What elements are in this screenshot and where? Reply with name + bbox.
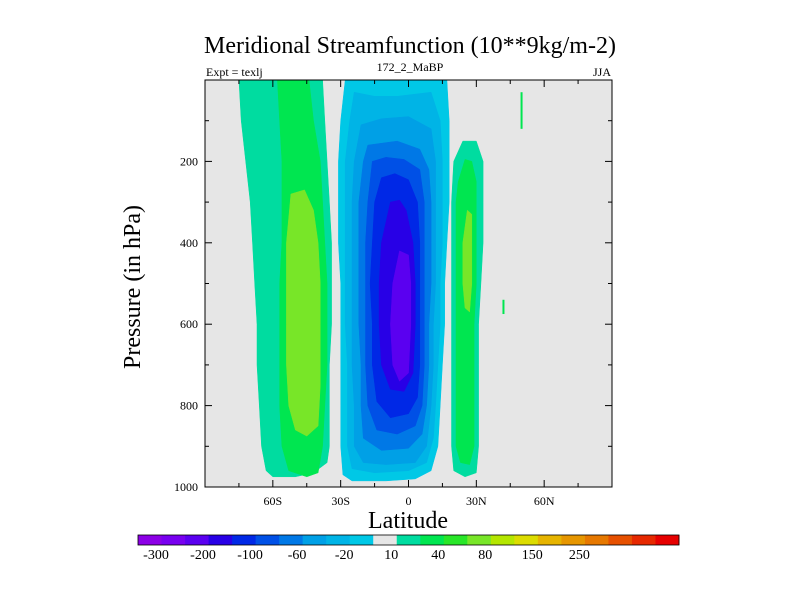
southern-hemisphere-cell-level-3 bbox=[286, 189, 321, 437]
colorbar-swatch bbox=[208, 535, 233, 545]
x-tick-label: 60S bbox=[263, 494, 282, 508]
colorbar-swatch bbox=[326, 535, 351, 545]
colorbar-label: 10 bbox=[384, 548, 398, 563]
x-tick-label: 0 bbox=[406, 494, 412, 508]
colorbar-label: 40 bbox=[431, 548, 445, 563]
y-tick-label: 1000 bbox=[174, 480, 198, 494]
colorbar-swatch bbox=[490, 535, 515, 545]
y-axis-title: Pressure (in hPa) bbox=[120, 205, 146, 369]
southern-hemisphere-cell bbox=[238, 80, 332, 478]
colorbar-label: -300 bbox=[143, 548, 169, 563]
colorbar: -300 -200 -100 -60 -20 10 40 80 150 250 bbox=[137, 534, 680, 563]
colorbar-swatch bbox=[561, 535, 586, 545]
colorbar-swatch bbox=[584, 535, 609, 545]
experiment-label: Expt = texlj bbox=[206, 65, 263, 79]
x-tick-label: 60N bbox=[534, 494, 555, 508]
colorbar-swatch bbox=[138, 535, 162, 545]
colorbar-label: 250 bbox=[569, 548, 590, 563]
y-tick-label: 200 bbox=[180, 154, 198, 168]
season-label: JJA bbox=[593, 65, 611, 79]
axis-ticks: 60S 30S 0 30N 60N 200 400 600 800 1000 bbox=[174, 80, 612, 508]
colorbar-swatch bbox=[420, 535, 445, 545]
hadley-cell-summer bbox=[451, 140, 484, 478]
colorbar-swatch bbox=[396, 535, 421, 545]
colorbar-swatch bbox=[443, 535, 468, 545]
colorbar-swatch bbox=[655, 535, 680, 545]
colorbar-label: -60 bbox=[288, 548, 307, 563]
hadley-cell-summer-level-2 bbox=[455, 159, 477, 465]
colorbar-swatch bbox=[279, 535, 304, 545]
isolated-patch-2 bbox=[502, 299, 505, 315]
x-tick-label: 30S bbox=[331, 494, 350, 508]
y-tick-label: 600 bbox=[180, 317, 198, 331]
isolated-patch-1 bbox=[520, 92, 523, 129]
colorbar-label: 80 bbox=[478, 548, 492, 563]
hadley-cell-winter-level-8 bbox=[390, 250, 412, 382]
colorbar-label: 150 bbox=[522, 548, 543, 563]
colorbar-swatch bbox=[537, 535, 562, 545]
colorbar-frame bbox=[137, 534, 680, 546]
colorbar-swatch bbox=[349, 535, 374, 545]
colorbar-swatch bbox=[255, 535, 280, 545]
hadley-cell-summer-level-3 bbox=[462, 209, 473, 313]
colorbar-label: -20 bbox=[335, 548, 354, 563]
x-tick-label: 30N bbox=[466, 494, 487, 508]
colorbar-swatch bbox=[232, 535, 257, 545]
y-tick-label: 800 bbox=[180, 399, 198, 413]
colorbar-swatch bbox=[185, 535, 209, 545]
colorbar-swatch bbox=[467, 535, 492, 545]
colorbar-swatch bbox=[161, 535, 186, 545]
x-axis-title: Latitude bbox=[368, 508, 448, 534]
chart-title: Meridional Streamfunction (10**9kg/m-2) bbox=[204, 33, 616, 59]
colorbar-swatch bbox=[514, 535, 539, 545]
hadley-cell-winter bbox=[338, 80, 450, 482]
period-label: 172_2_MaBP bbox=[377, 60, 444, 74]
colorbar-label: -100 bbox=[237, 548, 263, 563]
colorbar-swatch bbox=[608, 535, 633, 545]
colorbar-swatch bbox=[373, 535, 398, 545]
contour-layers bbox=[238, 80, 523, 482]
colorbar-swatch bbox=[631, 535, 656, 545]
colorbar-swatch bbox=[302, 535, 327, 545]
colorbar-label: -200 bbox=[190, 548, 216, 563]
y-tick-label: 400 bbox=[180, 236, 198, 250]
